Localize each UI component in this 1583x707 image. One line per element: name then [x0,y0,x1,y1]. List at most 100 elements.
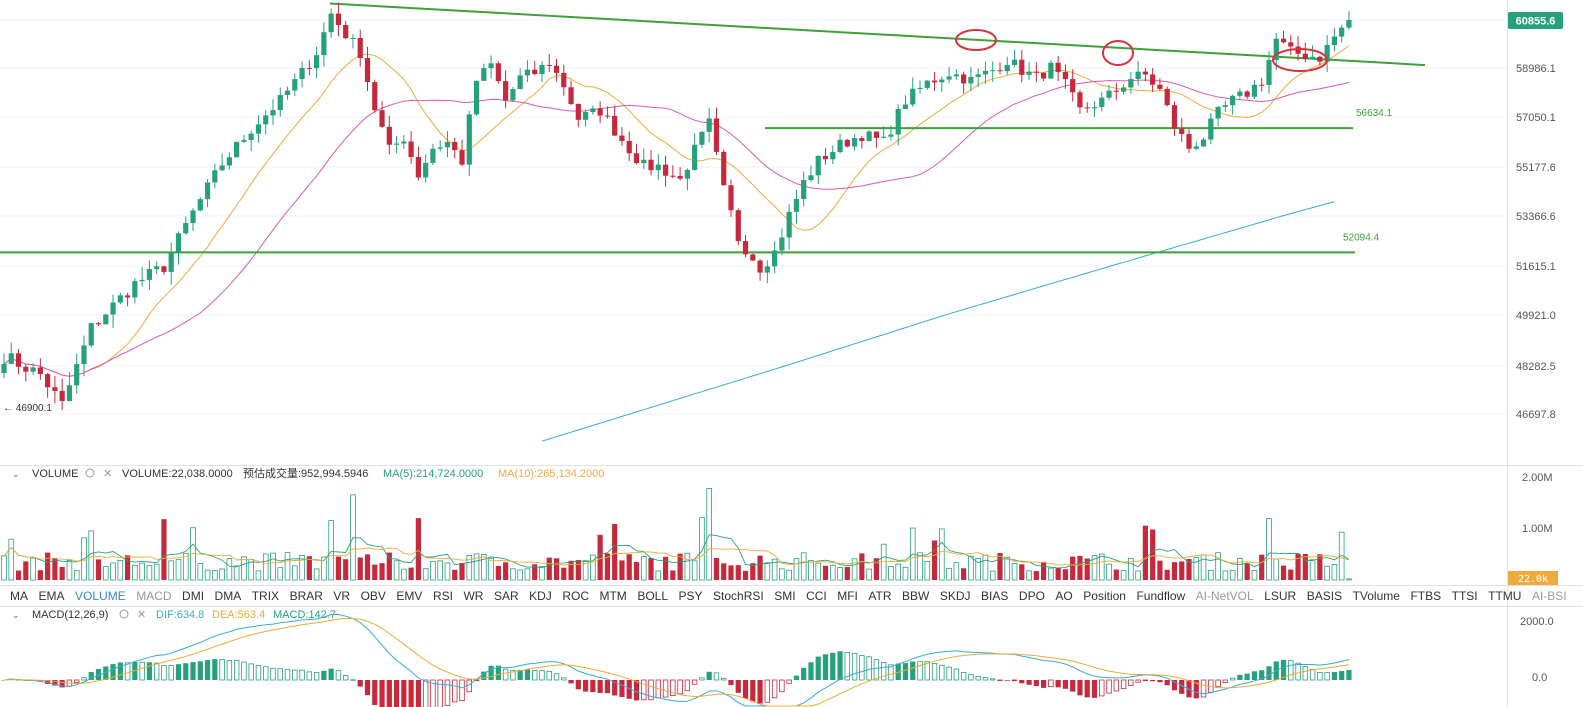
macd-bar [779,679,785,693]
indicator-tab-ftbs[interactable]: FTBS [1410,589,1441,603]
macd-bar [604,680,611,694]
indicator-tab-ema[interactable]: EMA [39,589,65,603]
indicator-tab-tvolume[interactable]: TVolume [1353,589,1401,603]
candle-body [822,155,829,160]
indicator-tab-ai-netvol[interactable]: AI-NetVOL [1196,589,1254,603]
indicator-tab-psy[interactable]: PSY [679,589,703,603]
candle-body [8,353,14,364]
candle [1200,137,1207,148]
indicator-tab-dma[interactable]: DMA [215,589,242,603]
candle [234,141,240,158]
candle-body [74,364,80,386]
macd-bar [1317,672,1323,681]
candle-body [386,126,392,145]
indicator-tab-boll[interactable]: BOLL [637,589,668,603]
macd-axis: 2000.0 0.0 [1520,616,1554,684]
indicator-tab-ttsi[interactable]: TTSI [1452,589,1478,603]
candle-body [583,112,589,120]
indicator-tab-brar[interactable]: BRAR [290,589,324,603]
candle-body [1055,62,1061,72]
candle-body [590,108,596,113]
macd-bar [364,680,371,696]
candle [321,22,327,67]
indicator-tab-ma[interactable]: MA [10,589,28,603]
candle [8,342,14,365]
candle-body [735,210,741,242]
volume-collapse-chevron-icon[interactable]: ⌄ [12,469,20,479]
volume-bar [357,557,363,580]
macd-collapse-chevron-icon[interactable]: ⌄ [12,610,20,620]
indicator-tab-skdj[interactable]: SKDJ [940,589,971,603]
indicator-tab-stochrsi[interactable]: StochRSI [713,589,764,603]
indicator-tab-volume[interactable]: VOLUME [75,589,126,603]
indicator-tab-mtm[interactable]: MTM [599,589,626,603]
volume-bar [837,567,843,581]
indicator-tab-rsi[interactable]: RSI [433,589,453,603]
indicator-tab-fundflow[interactable]: Fundflow [1136,589,1185,603]
volume-bar [1004,556,1011,581]
candle-body [321,32,327,56]
indicator-tab-emv[interactable]: EMV [396,589,422,603]
indicator-tab-dmi[interactable]: DMI [182,589,204,603]
indicator-tab-ao[interactable]: AO [1055,589,1072,603]
candle-body [314,55,320,69]
indicator-tab-cci[interactable]: CCI [806,589,827,603]
volume-bar [1338,531,1345,581]
macd-visibility-icon[interactable] [119,609,129,619]
candle-body [335,13,342,26]
indicator-tab-atr[interactable]: ATR [868,589,891,603]
indicator-tab-smi[interactable]: SMI [774,589,795,603]
macd-close-icon[interactable]: ✕ [137,609,146,621]
indicator-tab-lsur[interactable]: LSUR [1264,589,1296,603]
candle-body [881,136,887,138]
candle [1084,102,1090,113]
candle-body [1070,79,1076,93]
macd-bar [539,670,545,681]
volume-bar [764,562,771,581]
macd-bar [1084,680,1090,698]
macd-bar [473,679,480,681]
macd-bar [430,679,436,707]
indicator-tab-ttmu[interactable]: TTMU [1488,589,1521,603]
indicator-tab-bbw[interactable]: BBW [902,589,930,603]
indicator-tab-position[interactable]: Position [1083,589,1126,603]
indicator-tab-vr[interactable]: VR [333,589,350,603]
candle [430,143,436,166]
indicator-tab-obv[interactable]: OBV [361,589,386,603]
volume-bar [343,559,349,580]
candle-body [45,374,51,388]
candle [132,277,138,304]
candle [488,55,494,79]
macd-bar [1041,680,1047,688]
candle [52,376,58,404]
candle [1113,82,1119,101]
macd-bar [1244,673,1250,680]
macd-bar [939,664,945,681]
indicator-tab-wr[interactable]: WR [463,589,483,603]
candle [757,259,763,281]
macd-bar [532,670,538,681]
indicator-tab-sar[interactable]: SAR [494,589,519,603]
indicator-tab-roc[interactable]: ROC [562,589,589,603]
volume-bar [219,568,225,581]
indicator-tab-kdj[interactable]: KDJ [529,589,552,603]
indicator-tab-bias[interactable]: BIAS [981,589,1008,603]
volume-bar [66,560,73,581]
indicator-tab-trix[interactable]: TRIX [252,589,279,603]
indicator-tab-mfi[interactable]: MFI [837,589,858,603]
candle-body [1310,56,1316,59]
candle [357,29,363,67]
indicator-tab-basis[interactable]: BASIS [1307,589,1342,603]
candle [393,135,400,154]
candle [997,62,1003,75]
volume-visibility-icon[interactable] [85,468,95,478]
indicator-tab-dpo[interactable]: DPO [1019,589,1045,603]
candle-body [532,69,538,75]
macd-bar [248,663,254,681]
indicator-tab-macd[interactable]: MACD [136,589,172,603]
indicator-tab-ai-bsi[interactable]: AI-BSI [1532,589,1567,603]
macd-bar [1120,679,1127,689]
candle [670,165,676,179]
volume-close-icon[interactable]: ✕ [103,468,112,480]
